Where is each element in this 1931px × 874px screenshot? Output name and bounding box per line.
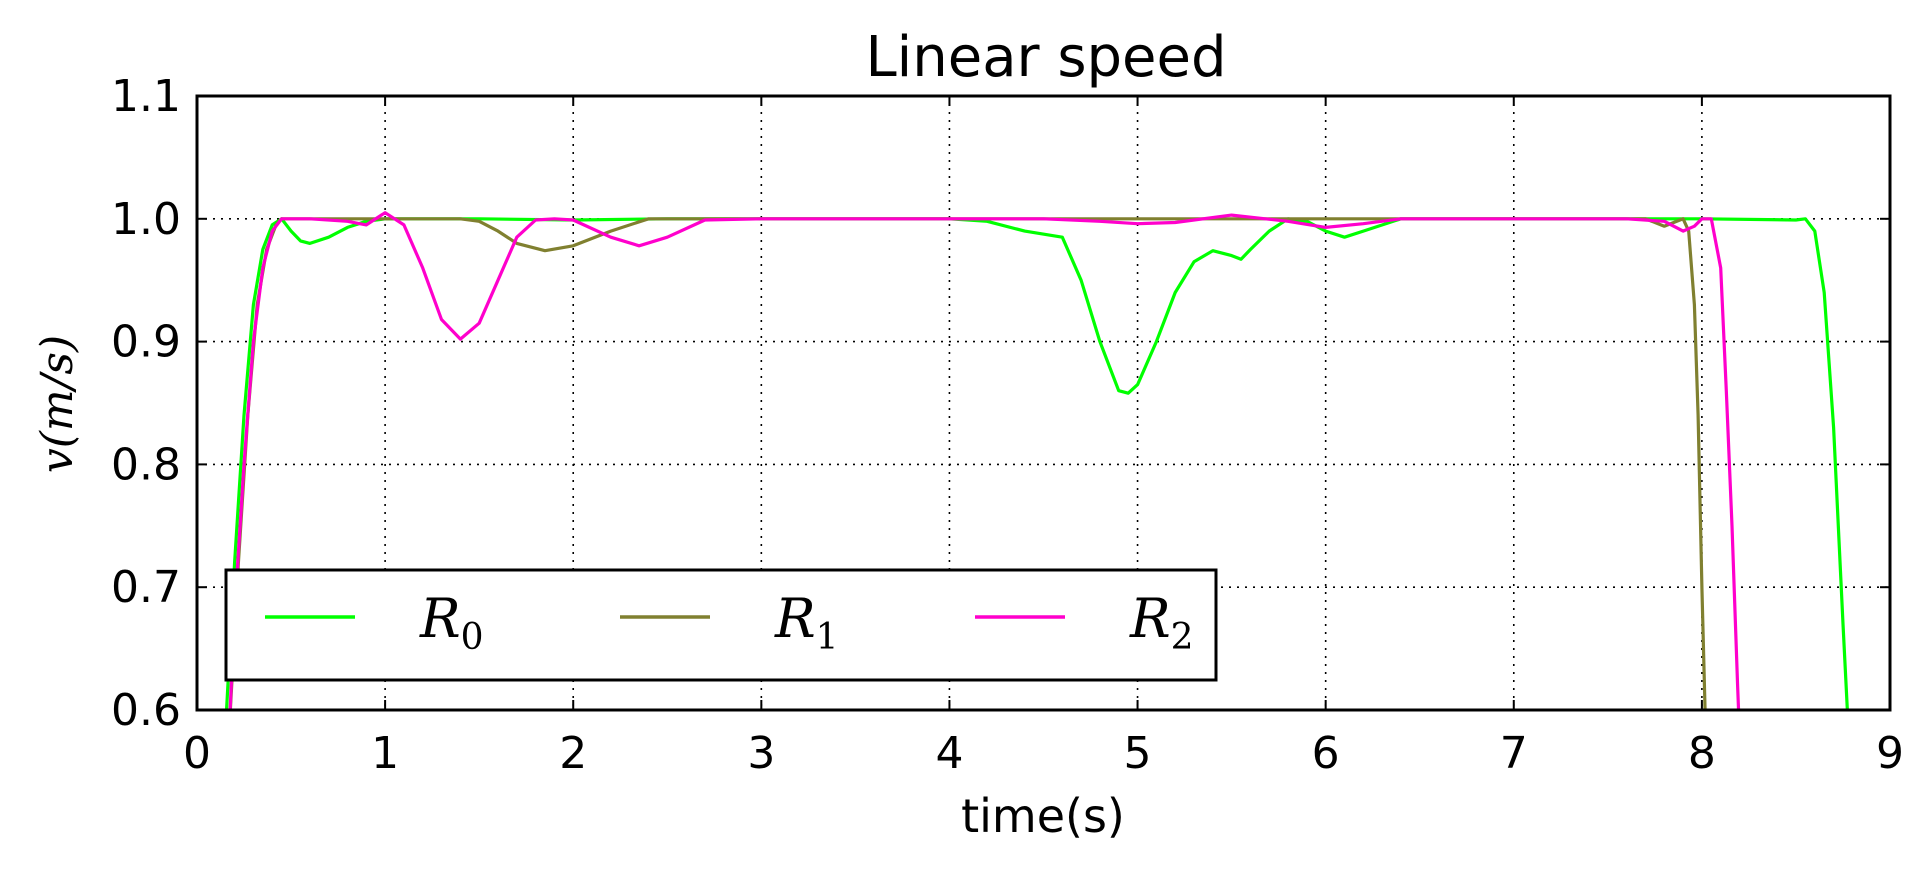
x-axis-label: time(s): [961, 789, 1125, 843]
x-tick-label: 5: [1124, 728, 1152, 779]
x-tick-label: 3: [747, 728, 775, 779]
x-tick-label: 8: [1688, 728, 1716, 779]
x-tick-label: 2: [559, 728, 587, 779]
legend-label-r1: R1: [774, 587, 839, 658]
y-tick-label: 0.6: [111, 685, 181, 736]
legend-box: [224, 568, 1218, 682]
x-tick-label: 1: [371, 728, 399, 779]
chart-title: Linear speed: [865, 25, 1226, 90]
plot-frame: [195, 94, 1892, 712]
y-tick-label: 0.8: [111, 439, 181, 490]
x-tick-label: 0: [183, 728, 211, 779]
series-line-r2: [228, 211, 1741, 710]
legend-label-r0: R0: [419, 587, 484, 658]
x-tick-label: 4: [935, 728, 963, 779]
y-axis-label: v(m/s): [32, 335, 83, 473]
y-tick-label: 0.9: [111, 317, 181, 368]
x-tick-label: 9: [1876, 728, 1904, 779]
x-axis-ticks: 0 1 2 3 4 5 6 7 8 9: [183, 96, 1904, 779]
legend: R0 R1 R2: [224, 568, 1218, 682]
y-tick-label: 0.7: [111, 562, 181, 613]
y-axis-ticks: 0.6 0.7 0.8 0.9 1.0 1.1: [111, 71, 1890, 736]
y-tick-label: 1.0: [111, 194, 181, 245]
x-tick-label: 6: [1312, 728, 1340, 779]
series-lines: [224, 211, 1849, 710]
y-tick-label: 1.1: [111, 71, 181, 122]
x-tick-label: 7: [1500, 728, 1528, 779]
legend-label-r2: R2: [1129, 587, 1194, 658]
